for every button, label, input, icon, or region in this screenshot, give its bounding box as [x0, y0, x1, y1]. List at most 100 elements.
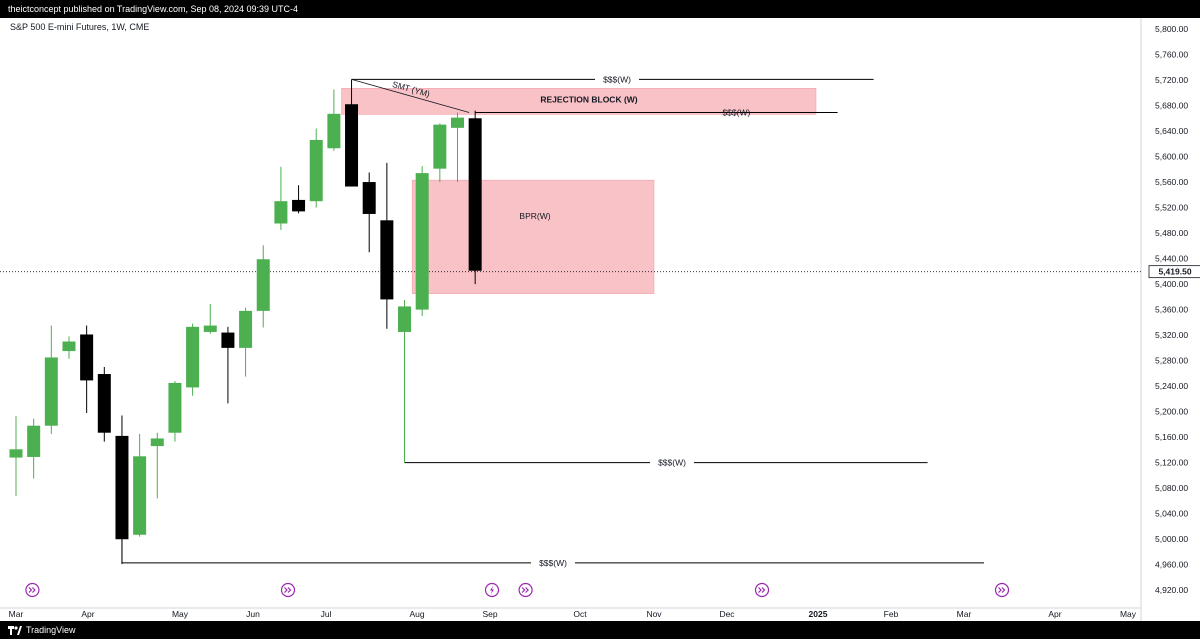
x-tick-label: Mar	[957, 609, 972, 619]
x-tick-label: Apr	[81, 609, 94, 619]
candle[interactable]	[44, 325, 58, 434]
y-tick-label: 5,080.00	[1155, 483, 1188, 493]
candle[interactable]	[345, 79, 359, 187]
level-label: $$$(W)	[603, 74, 631, 84]
forward-event-icon[interactable]	[518, 582, 533, 598]
candle-body	[9, 449, 23, 458]
candle[interactable]	[80, 325, 94, 413]
candle[interactable]	[168, 381, 182, 442]
publisher-text: theictconcept published on TradingView.c…	[8, 4, 299, 14]
liquidity-level[interactable]: $$$(W)	[404, 458, 928, 468]
footer-bar: TradingView	[0, 621, 1200, 639]
candle[interactable]	[292, 185, 306, 214]
candle[interactable]	[433, 123, 447, 183]
y-tick-label: 4,960.00	[1155, 560, 1188, 570]
tradingview-logo[interactable]: TradingView	[8, 621, 76, 639]
candle-body	[451, 117, 464, 128]
level-label: $$$(W)	[539, 558, 567, 568]
x-tick-label: May	[172, 609, 189, 619]
lightning-event-icon[interactable]	[484, 582, 500, 598]
candle-body	[345, 104, 359, 187]
candle-body	[115, 435, 129, 540]
candle[interactable]	[221, 326, 235, 404]
candle[interactable]	[415, 166, 429, 316]
candle[interactable]	[256, 245, 270, 328]
y-tick-label: 5,400.00	[1155, 279, 1188, 289]
candle-body	[203, 325, 217, 332]
y-tick-label: 5,800.00	[1155, 24, 1188, 34]
candle-body	[327, 113, 341, 149]
level-label: $$$(W)	[722, 108, 750, 118]
candle[interactable]	[186, 323, 200, 396]
candle-body	[27, 425, 41, 457]
candle-body	[398, 306, 412, 332]
bpr-zone[interactable]	[411, 179, 655, 294]
candle[interactable]	[9, 416, 23, 496]
candle-body	[433, 124, 447, 169]
candle-body	[186, 326, 200, 388]
candlestick-chart[interactable]: S&P 500 E-mini Futures, 1W, CME 4,920.00 4…	[0, 18, 1200, 621]
candle[interactable]	[380, 162, 394, 329]
x-tick-label: Sep	[482, 609, 497, 619]
tradingview-logo-icon	[8, 625, 22, 635]
rejection-block-label: REJECTION BLOCK (W)	[540, 94, 637, 104]
forward-event-icon[interactable]	[754, 582, 770, 598]
candle-body	[97, 374, 111, 433]
forward-event-icon[interactable]	[280, 582, 296, 598]
candle-body	[44, 357, 58, 426]
x-tick-label: Aug	[409, 609, 424, 619]
y-tick-label: 5,240.00	[1155, 381, 1188, 391]
x-tick-label: Jun	[246, 609, 260, 619]
y-tick-label: 5,160.00	[1155, 432, 1188, 442]
candle[interactable]	[309, 128, 323, 208]
candle-body	[133, 456, 147, 535]
candle-body	[309, 139, 323, 202]
y-tick-label: 5,640.00	[1155, 126, 1188, 136]
candle[interactable]	[203, 303, 217, 334]
bpr-label: BPR(W)	[519, 211, 550, 221]
candle[interactable]	[27, 418, 41, 479]
y-tick-label: 5,520.00	[1155, 203, 1188, 213]
y-tick-label: 5,680.00	[1155, 101, 1188, 111]
x-tick-label: Oct	[573, 609, 587, 619]
y-tick-label: 5,360.00	[1155, 305, 1188, 315]
smt-line[interactable]	[351, 78, 470, 113]
rejection-block-zone[interactable]	[341, 88, 817, 115]
candle[interactable]	[274, 166, 288, 230]
x-tick-label: Apr	[1048, 609, 1061, 619]
candle-body	[168, 382, 182, 433]
candle-body	[239, 310, 253, 348]
y-tick-label: 5,200.00	[1155, 407, 1188, 417]
liquidity-level[interactable]: $$$(W)	[121, 558, 984, 568]
forward-event-icon[interactable]	[25, 582, 40, 598]
y-tick-label: 5,280.00	[1155, 356, 1188, 366]
y-tick-label: 5,600.00	[1155, 152, 1188, 162]
candle[interactable]	[62, 336, 76, 359]
candle[interactable]	[150, 432, 164, 499]
y-tick-label: 5,560.00	[1155, 177, 1188, 187]
x-tick-label: Jul	[321, 609, 332, 619]
brand-label: TradingView	[26, 625, 76, 635]
candle[interactable]	[133, 433, 147, 537]
y-tick-label: 5,120.00	[1155, 458, 1188, 468]
candle-body	[256, 259, 270, 311]
forward-event-icon[interactable]	[994, 582, 1010, 598]
y-tick-label: 5,440.00	[1155, 254, 1188, 264]
candle[interactable]	[468, 110, 482, 285]
candle[interactable]	[362, 172, 376, 253]
x-tick-label: May	[1120, 609, 1137, 619]
x-tick-label: Nov	[646, 609, 662, 619]
candle[interactable]	[239, 307, 253, 377]
candle-body	[150, 438, 164, 447]
liquidity-level[interactable]: $$$(W)	[351, 74, 874, 84]
candle[interactable]	[97, 367, 111, 442]
liquidity-level[interactable]: $$$(W)	[475, 108, 838, 118]
y-tick-label: 5,760.00	[1155, 49, 1188, 59]
level-label: $$$(W)	[658, 458, 686, 468]
plot-area[interactable]	[0, 18, 1141, 608]
x-tick-label: 2025	[809, 609, 828, 619]
candle[interactable]	[327, 89, 341, 151]
y-tick-label: 5,480.00	[1155, 228, 1188, 238]
current-price-tag: 5,419.50	[1148, 265, 1200, 279]
candle[interactable]	[451, 112, 464, 183]
